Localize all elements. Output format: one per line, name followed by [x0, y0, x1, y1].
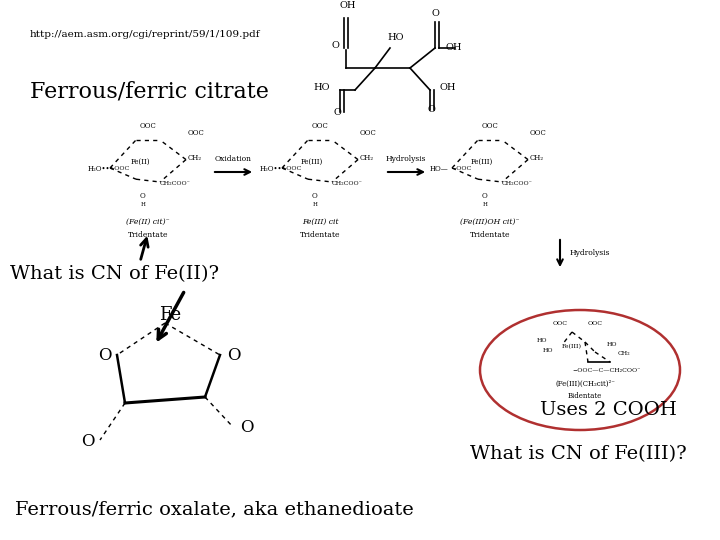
Text: Bidentate: Bidentate [568, 392, 602, 400]
Text: Tridentate: Tridentate [469, 231, 510, 239]
Text: CH₂COO⁻: CH₂COO⁻ [332, 181, 363, 186]
Text: CH₂: CH₂ [530, 154, 544, 162]
Text: O: O [431, 9, 439, 18]
Text: O: O [482, 192, 488, 200]
Text: CH₂: CH₂ [188, 154, 202, 162]
Text: OH: OH [340, 1, 356, 10]
Text: Uses 2 COOH: Uses 2 COOH [540, 401, 677, 419]
Text: H₂O•••: H₂O••• [88, 165, 114, 173]
Text: −OOC: −OOC [451, 166, 472, 171]
Text: http://aem.asm.org/cgi/reprint/59/1/109.pdf: http://aem.asm.org/cgi/reprint/59/1/109.… [30, 30, 261, 39]
Text: H₂O•••: H₂O••• [260, 165, 287, 173]
Text: Fe(III): Fe(III) [301, 158, 323, 166]
Text: Oxidation: Oxidation [215, 155, 251, 163]
Text: O: O [228, 347, 240, 363]
Text: H: H [312, 202, 318, 207]
Text: (Fe(III)(CH₂cit)²⁻: (Fe(III)(CH₂cit)²⁻ [555, 380, 615, 388]
Text: −OOC—C—CH₂COO⁻: −OOC—C—CH₂COO⁻ [572, 368, 640, 373]
Text: Ferrous/ferric citrate: Ferrous/ferric citrate [30, 80, 269, 102]
Text: HO: HO [536, 338, 547, 343]
Text: CH₂: CH₂ [360, 154, 374, 162]
Text: OOC: OOC [140, 122, 156, 130]
Text: HO: HO [543, 348, 553, 353]
Text: O: O [333, 108, 341, 117]
Text: OOC: OOC [552, 321, 567, 326]
Text: CH₂: CH₂ [618, 351, 631, 356]
Text: OH: OH [445, 43, 462, 52]
Text: O: O [312, 192, 318, 200]
Text: O: O [240, 418, 253, 435]
Text: (Fe(II) cit)⁻: (Fe(II) cit)⁻ [126, 218, 170, 226]
Text: HO: HO [313, 83, 330, 92]
Text: Hydrolysis: Hydrolysis [386, 155, 426, 163]
Text: −OOC: −OOC [109, 166, 130, 171]
Text: (Fe(III)OH cit)⁻: (Fe(III)OH cit)⁻ [460, 218, 520, 226]
Text: H: H [140, 202, 145, 207]
Text: O: O [98, 347, 112, 363]
Text: Fe(III) cit: Fe(III) cit [302, 218, 338, 226]
Text: Hydrolysis: Hydrolysis [570, 249, 611, 257]
Text: OOC: OOC [482, 122, 498, 130]
Text: CH₂COO⁻: CH₂COO⁻ [160, 181, 191, 186]
Text: HO: HO [387, 33, 403, 42]
Text: Tridentate: Tridentate [300, 231, 341, 239]
Text: O: O [427, 105, 435, 114]
Text: H: H [482, 202, 487, 207]
Text: OH: OH [440, 83, 456, 92]
Text: OOC: OOC [188, 129, 204, 137]
Text: Fe(III): Fe(III) [471, 158, 493, 166]
Text: HO—: HO— [430, 165, 449, 173]
Text: Tridentate: Tridentate [127, 231, 168, 239]
Text: Fe(II): Fe(II) [130, 158, 150, 166]
Text: O: O [140, 192, 146, 200]
Text: CH₂COO⁻: CH₂COO⁻ [502, 181, 533, 186]
Text: OOC: OOC [360, 129, 377, 137]
Text: OOC: OOC [312, 122, 328, 130]
Text: HO: HO [607, 342, 617, 347]
Text: Fe(III): Fe(III) [562, 344, 582, 349]
Text: What is CN of Fe(II)?: What is CN of Fe(II)? [10, 265, 219, 283]
Text: OOC: OOC [588, 321, 603, 326]
Text: What is CN of Fe(III)?: What is CN of Fe(III)? [470, 445, 687, 463]
Text: Fe: Fe [159, 306, 181, 324]
Text: O: O [331, 41, 339, 50]
Text: OOC: OOC [530, 129, 546, 137]
Text: O: O [81, 434, 95, 450]
Text: −OOC: −OOC [282, 166, 302, 171]
Text: Ferrous/ferric oxalate, aka ethanedioate: Ferrous/ferric oxalate, aka ethanedioate [15, 500, 414, 518]
